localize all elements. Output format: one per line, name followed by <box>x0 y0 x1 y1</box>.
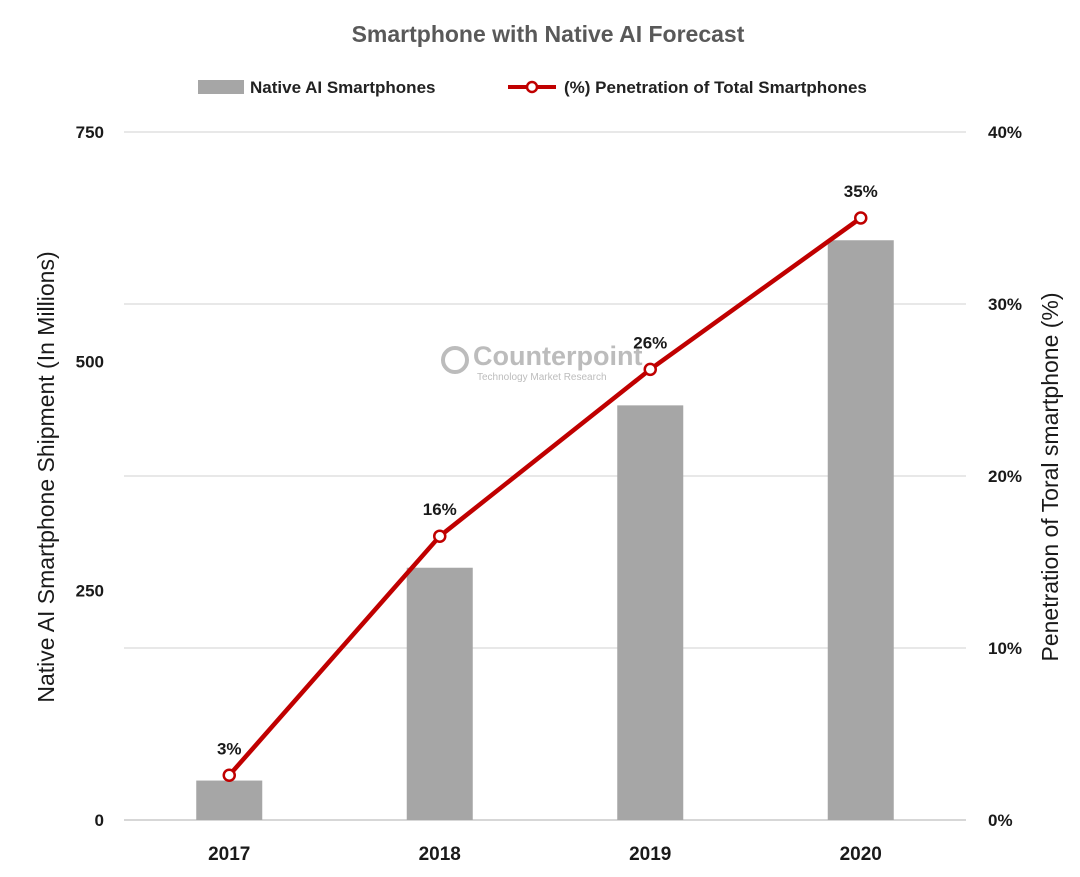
watermark-tagline: Technology Market Research <box>477 372 607 383</box>
legend-label-line: (%) Penetration of Total Smartphones <box>564 78 867 97</box>
data-label: 26% <box>633 333 667 352</box>
y-axis-title: Native AI Smartphone Shipment (In Millio… <box>33 251 59 702</box>
x-tick-label: 2018 <box>419 844 461 865</box>
y-tick-label: 0 <box>95 811 104 830</box>
y-tick-label: 750 <box>76 123 104 142</box>
x-tick-label: 2017 <box>208 844 250 865</box>
line-marker <box>854 211 868 225</box>
y2-tick-label: 40% <box>988 123 1022 142</box>
bar <box>196 780 263 820</box>
y2-axis-title: Penetration of Toral smartphone (%) <box>1037 292 1063 661</box>
bar <box>617 405 684 820</box>
data-label: 3% <box>217 739 242 758</box>
x-tick-label: 2020 <box>840 844 882 865</box>
penetration-line <box>227 216 863 777</box>
legend-label-bars: Native AI Smartphones <box>250 78 435 97</box>
y2-tick-label: 10% <box>988 639 1022 658</box>
x-tick-label: 2019 <box>629 844 671 865</box>
y2-tick-label: 20% <box>988 467 1022 486</box>
left-axis-ticks: 0 250 500 750 <box>76 123 104 830</box>
bar <box>827 240 894 820</box>
y2-tick-label: 0% <box>988 811 1013 830</box>
right-axis-ticks: 0% 10% 20% 30% 40% <box>988 123 1022 830</box>
bar-series <box>196 240 894 820</box>
line-marker <box>222 768 236 783</box>
line-series <box>222 211 868 783</box>
data-label: 16% <box>423 500 457 519</box>
watermark-name: Counterpoint <box>473 341 642 371</box>
y2-tick-label: 30% <box>988 295 1022 314</box>
data-label: 35% <box>844 182 878 201</box>
y-tick-label: 250 <box>76 582 104 601</box>
line-marker <box>433 529 447 543</box>
chart-title: Smartphone with Native AI Forecast <box>352 21 745 47</box>
bar <box>406 567 473 820</box>
legend: Native AI Smartphones (%) Penetration of… <box>198 78 867 97</box>
gridlines <box>124 131 966 821</box>
line-marker <box>643 362 657 377</box>
legend-swatch-bars <box>198 80 244 94</box>
x-axis-ticks: 2017 2018 2019 2020 <box>208 844 882 865</box>
y-tick-label: 500 <box>76 352 104 371</box>
legend-marker <box>525 80 539 94</box>
data-labels: 3% 16% 26% 35% <box>217 182 878 758</box>
counterpoint-logo-icon <box>441 346 469 374</box>
watermark: Counterpoint Technology Market Research <box>441 341 642 383</box>
